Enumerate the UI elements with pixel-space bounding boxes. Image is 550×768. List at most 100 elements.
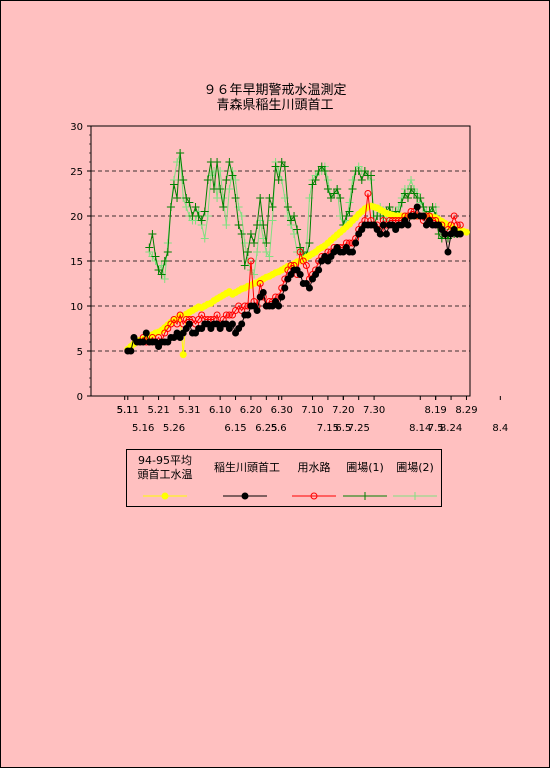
data-point — [361, 492, 369, 500]
x-tick-label: 6.10 — [209, 405, 231, 416]
data-point — [296, 248, 304, 256]
y-tick-label: 20 — [70, 212, 83, 223]
legend: 94-95平均 頭首工水温 稲生川頭首工 用水路 圃場(1) 圃場(2) — [126, 449, 442, 507]
data-point — [197, 216, 206, 225]
data-point — [157, 261, 166, 270]
x-tick-label: 5.31 — [178, 405, 200, 416]
data-point — [352, 239, 360, 247]
data-point — [160, 275, 169, 283]
data-point — [367, 171, 376, 180]
data-point — [216, 185, 225, 193]
legend-swatch-marker — [361, 492, 369, 500]
data-point — [179, 176, 188, 184]
data-point — [169, 180, 178, 189]
data-point — [385, 203, 394, 211]
data-point — [200, 207, 209, 216]
y-tick-label: 15 — [70, 257, 83, 268]
data-point — [194, 212, 203, 220]
data-point — [348, 176, 357, 184]
legend-item-headworks: 稲生川頭首工 — [205, 450, 289, 506]
series-line — [127, 205, 461, 352]
data-point — [240, 261, 249, 270]
data-point — [203, 176, 212, 184]
data-point — [290, 230, 299, 238]
data-point — [308, 180, 317, 189]
data-point — [320, 167, 329, 175]
data-point — [302, 262, 310, 269]
y-tick-label: 5 — [77, 347, 83, 358]
data-point — [274, 176, 283, 184]
legend-swatch-marker — [411, 492, 419, 500]
data-point — [241, 492, 249, 500]
x-tick-label: 5.16 — [132, 423, 154, 434]
data-point — [407, 176, 416, 184]
data-point — [364, 190, 372, 197]
data-point — [296, 243, 305, 252]
x-tick-label: 6.15 — [224, 423, 246, 434]
data-point — [160, 257, 169, 265]
data-point — [333, 185, 342, 193]
legend-item-field1: 圃場(1) — [339, 450, 391, 506]
data-point — [213, 311, 221, 319]
data-point — [310, 492, 318, 500]
legend-label-avg-2: 頭首工水温 — [137, 468, 193, 481]
data-point — [296, 271, 304, 278]
data-point — [330, 189, 339, 198]
data-point — [259, 221, 268, 229]
data-point — [145, 243, 154, 252]
data-point — [244, 311, 252, 319]
data-point — [456, 221, 464, 229]
data-point — [256, 280, 264, 287]
data-point — [176, 149, 185, 157]
x-tick-label: 8.24 — [440, 423, 462, 434]
data-point — [326, 194, 335, 202]
chart-title-line2: 青森県稲生川頭首工 — [216, 98, 334, 113]
y-tick-label: 30 — [70, 122, 83, 133]
x-tick-label: 7.25 — [348, 423, 370, 434]
data-point — [278, 293, 286, 301]
data-point — [253, 248, 262, 256]
data-point — [311, 176, 320, 184]
data-point — [225, 311, 233, 319]
data-point — [148, 230, 157, 238]
data-point — [305, 239, 314, 247]
data-point — [400, 189, 409, 198]
data-point — [274, 167, 283, 175]
data-point — [283, 203, 292, 211]
x-tick-label: 5.1 — [117, 405, 133, 416]
data-point — [416, 194, 425, 202]
legend-label-field1: 圃場(1) — [346, 461, 384, 474]
data-point — [228, 171, 237, 180]
data-point — [185, 320, 193, 328]
data-point — [222, 176, 231, 184]
x-tick-label: 5.21 — [147, 405, 169, 416]
data-point — [173, 194, 182, 202]
x-tick-label: 5.26 — [163, 423, 185, 434]
data-point — [317, 162, 326, 171]
data-point — [246, 230, 255, 238]
x-tick-label: 8.19 — [425, 405, 447, 416]
y-tick-label: 10 — [70, 302, 83, 313]
data-point — [407, 185, 416, 193]
data-point — [342, 212, 351, 220]
data-point — [247, 257, 255, 265]
data-point — [265, 194, 274, 202]
data-point — [182, 194, 191, 202]
legend-item-canal: 用水路 — [289, 450, 339, 506]
legend-swatch-marker — [310, 492, 318, 500]
x-tick-label: 7.15 — [317, 423, 339, 434]
legend-label-headworks: 稲生川頭首工 — [214, 461, 280, 474]
data-point — [323, 176, 332, 184]
data-point — [228, 320, 236, 328]
data-point — [182, 203, 191, 211]
data-point — [444, 248, 452, 256]
data-point — [179, 351, 187, 359]
data-point — [345, 198, 354, 207]
data-point — [262, 248, 271, 256]
x-tick-label: 5.6 — [271, 423, 287, 434]
x-tick-label: 7.10 — [301, 405, 323, 416]
data-point — [441, 230, 449, 238]
data-point — [410, 189, 419, 198]
data-point — [163, 248, 172, 256]
data-point — [151, 252, 160, 261]
